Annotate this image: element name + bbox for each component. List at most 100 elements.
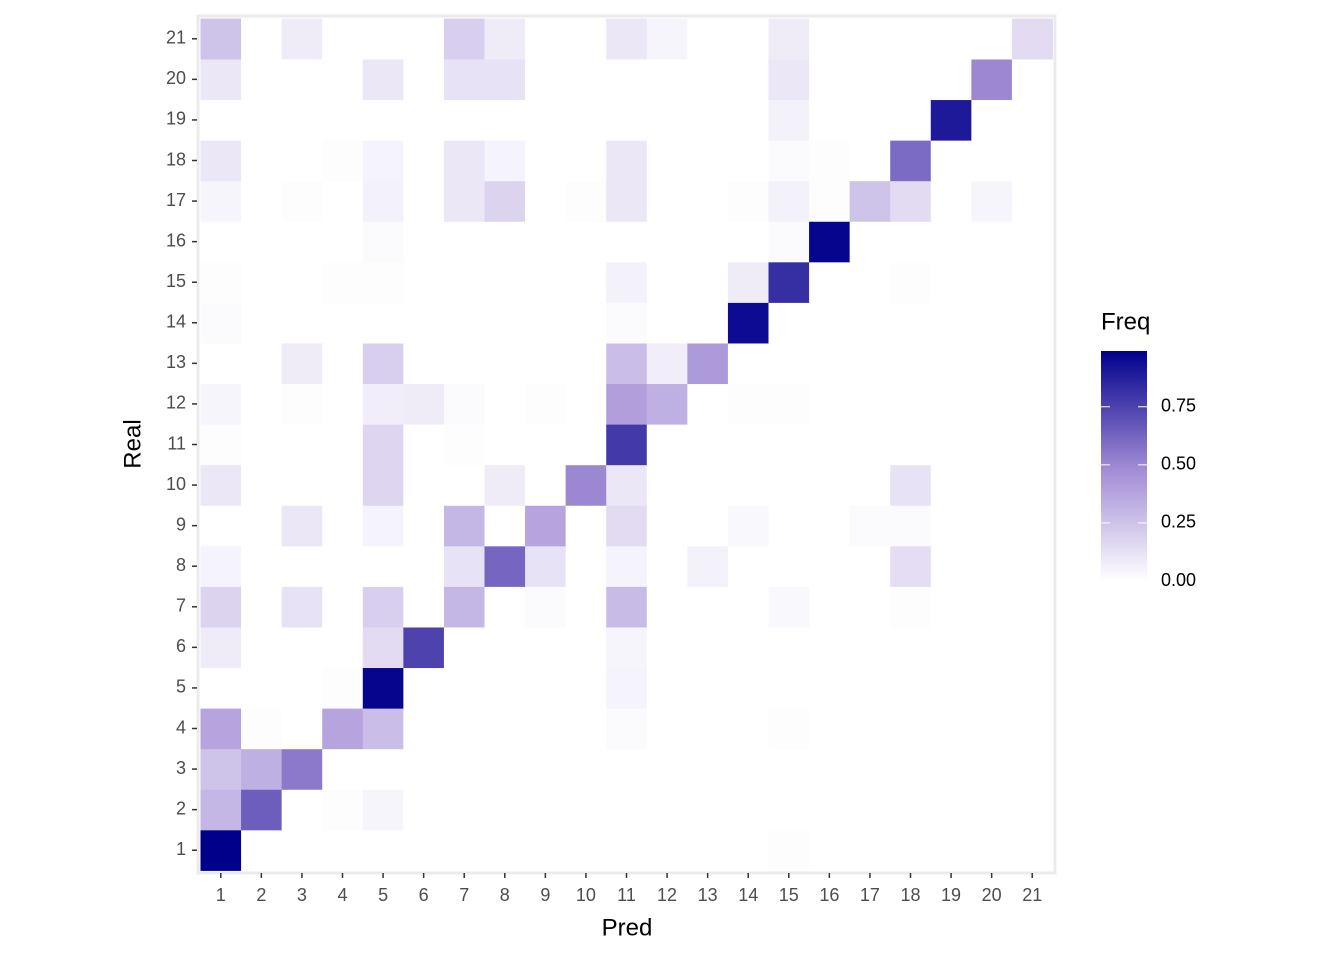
heatmap-cell xyxy=(525,261,567,303)
heatmap-cell xyxy=(241,18,283,60)
heatmap-cell xyxy=(809,545,851,587)
heatmap-cell xyxy=(687,99,729,141)
y-tick-label: 8 xyxy=(176,555,186,575)
heatmap-cell xyxy=(727,99,769,141)
heatmap-cell xyxy=(443,383,485,425)
heatmap-cell xyxy=(525,221,567,263)
heatmap-cell xyxy=(606,748,648,790)
heatmap-cell xyxy=(930,748,972,790)
heatmap-cell xyxy=(525,545,567,587)
heatmap-cell xyxy=(930,545,972,587)
heatmap-cell xyxy=(1011,99,1053,141)
heatmap-cell xyxy=(443,221,485,263)
y-tick-label: 11 xyxy=(167,433,186,453)
heatmap-cell xyxy=(443,99,485,141)
heatmap-cell xyxy=(849,627,891,669)
heatmap-cell xyxy=(281,464,323,506)
heatmap-cell xyxy=(971,302,1013,344)
heatmap-cell xyxy=(646,140,688,182)
y-tick-label: 12 xyxy=(166,393,186,413)
heatmap-cell xyxy=(565,261,607,303)
heatmap-cell xyxy=(525,829,567,871)
heatmap-cell xyxy=(525,667,567,709)
heatmap-cell xyxy=(971,140,1013,182)
heatmap-cell xyxy=(565,180,607,222)
heatmap-cell xyxy=(890,261,932,303)
heatmap-cell xyxy=(890,180,932,222)
heatmap-cell xyxy=(281,18,323,60)
heatmap-cell xyxy=(565,221,607,263)
heatmap-cell xyxy=(890,748,932,790)
heatmap-cell xyxy=(606,789,648,831)
heatmap-cell xyxy=(606,18,648,60)
heatmap-cell xyxy=(849,383,891,425)
x-tick-label: 1 xyxy=(216,885,226,905)
heatmap-cell xyxy=(971,505,1013,547)
heatmap-cell xyxy=(606,464,648,506)
heatmap-cell xyxy=(443,180,485,222)
heatmap-cell xyxy=(281,829,323,871)
heatmap-cell xyxy=(687,18,729,60)
heatmap-cell xyxy=(606,221,648,263)
heatmap-cell xyxy=(687,261,729,303)
heatmap-cell xyxy=(362,59,404,101)
heatmap-cell xyxy=(727,18,769,60)
heatmap-cell xyxy=(606,627,648,669)
y-tick-label: 13 xyxy=(166,352,186,372)
heatmap-cell xyxy=(281,221,323,263)
heatmap-cell xyxy=(849,586,891,628)
heatmap-cell xyxy=(241,789,283,831)
heatmap-cell xyxy=(362,829,404,871)
x-tick-label: 4 xyxy=(337,885,347,905)
heatmap-cell xyxy=(484,180,526,222)
heatmap-cell xyxy=(200,99,242,141)
colorbar xyxy=(1101,351,1147,581)
heatmap-cell xyxy=(930,383,972,425)
heatmap-cell xyxy=(1011,829,1053,871)
heatmap-cell xyxy=(322,180,364,222)
heatmap-cell xyxy=(687,424,729,466)
heatmap-cell xyxy=(1011,180,1053,222)
heatmap-cell xyxy=(565,99,607,141)
heatmap-cell xyxy=(241,424,283,466)
heatmap-cell xyxy=(403,261,445,303)
heatmap-cell xyxy=(403,221,445,263)
heatmap-cell xyxy=(322,627,364,669)
heatmap-cell xyxy=(809,180,851,222)
heatmap-cell xyxy=(809,99,851,141)
heatmap-cell xyxy=(606,545,648,587)
heatmap-cell xyxy=(849,505,891,547)
heatmap-cell xyxy=(687,302,729,344)
heatmap-cell xyxy=(200,667,242,709)
heatmap-cell xyxy=(809,18,851,60)
heatmap-cell xyxy=(1011,424,1053,466)
heatmap-cell xyxy=(1011,748,1053,790)
heatmap-cell xyxy=(768,221,810,263)
heatmap-cell xyxy=(768,505,810,547)
heatmap-cell xyxy=(849,343,891,385)
heatmap-cell xyxy=(727,667,769,709)
heatmap-cell xyxy=(281,789,323,831)
heatmap-cell xyxy=(565,667,607,709)
x-axis-title: Pred xyxy=(602,914,653,941)
heatmap-cell xyxy=(971,464,1013,506)
heatmap-cell xyxy=(646,505,688,547)
x-tick-label: 3 xyxy=(297,885,307,905)
heatmap-cell xyxy=(362,586,404,628)
heatmap-cell xyxy=(646,221,688,263)
heatmap-cell xyxy=(281,140,323,182)
heatmap-cell xyxy=(241,627,283,669)
heatmap-cell xyxy=(484,302,526,344)
heatmap-cell xyxy=(687,667,729,709)
heatmap-cell xyxy=(971,221,1013,263)
heatmap-cell xyxy=(484,505,526,547)
heatmap-cell xyxy=(809,424,851,466)
heatmap-cell xyxy=(768,789,810,831)
heatmap-cell xyxy=(890,829,932,871)
heatmap-cell xyxy=(525,180,567,222)
heatmap-cell xyxy=(484,424,526,466)
heatmap-cell xyxy=(971,829,1013,871)
x-tick-label: 9 xyxy=(540,885,550,905)
heatmap-cell xyxy=(727,180,769,222)
heatmap-cell xyxy=(890,99,932,141)
